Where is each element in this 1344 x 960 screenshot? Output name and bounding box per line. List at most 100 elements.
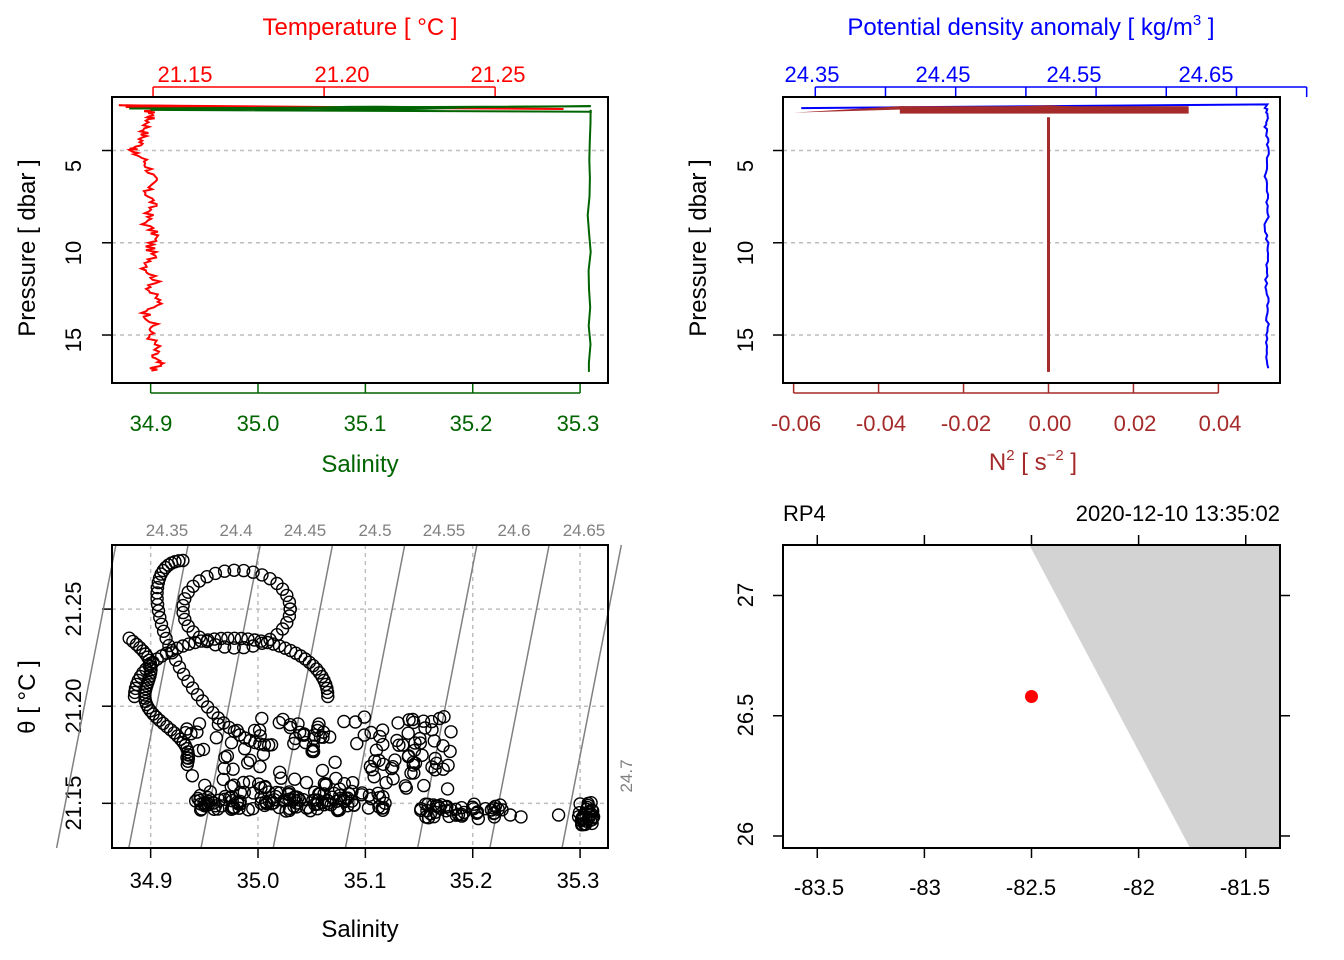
ts-point bbox=[227, 631, 242, 645]
ts-point bbox=[211, 717, 226, 731]
ts-point bbox=[201, 798, 216, 812]
ts-point bbox=[282, 609, 297, 623]
ts-point bbox=[417, 778, 431, 793]
ts-scatter-points bbox=[122, 553, 601, 832]
isopycnal-label: 24.7 bbox=[617, 759, 636, 792]
ts-point bbox=[170, 641, 184, 655]
density-tick-label: 24.45 bbox=[915, 62, 970, 87]
ts-point bbox=[315, 763, 330, 778]
ts-point bbox=[255, 711, 269, 726]
isopycnal-line bbox=[489, 544, 550, 849]
isopycnal-label: 24.65 bbox=[563, 521, 606, 540]
ts-salinity-tick-label: 35.1 bbox=[344, 868, 387, 893]
ts-point bbox=[192, 574, 207, 588]
ts-point bbox=[357, 728, 371, 742]
n2-tick-label: -0.06 bbox=[771, 411, 821, 436]
ts-point bbox=[247, 633, 262, 647]
ts-point bbox=[280, 588, 294, 603]
ts-profile-frame bbox=[111, 96, 609, 384]
ts-point bbox=[283, 602, 297, 616]
ts-point bbox=[478, 802, 493, 816]
pressure-tick-label: 10 bbox=[733, 241, 758, 265]
ts-point bbox=[444, 725, 458, 739]
ts-point bbox=[246, 786, 261, 800]
ts-point bbox=[218, 789, 232, 804]
ts-point bbox=[273, 765, 287, 779]
ts-salinity-tick-label: 34.9 bbox=[130, 868, 173, 893]
ts-point bbox=[299, 775, 314, 790]
n2-tick-label: 0.02 bbox=[1114, 411, 1157, 436]
ts-point bbox=[320, 685, 335, 700]
ts-point bbox=[465, 800, 480, 814]
isopycnal-line bbox=[344, 544, 406, 849]
longitude-tick-label: -83 bbox=[909, 875, 941, 900]
temperature-tick-label: 21.15 bbox=[157, 62, 212, 87]
ts-point bbox=[184, 727, 198, 741]
ts-point bbox=[305, 744, 319, 759]
ts-point bbox=[386, 772, 400, 786]
isopycnal-line bbox=[561, 544, 623, 849]
ts-point bbox=[317, 798, 331, 812]
ts-point bbox=[150, 597, 165, 612]
ts-point bbox=[315, 795, 329, 809]
ts-point bbox=[407, 766, 421, 780]
temperature-axis-title: Temperature [ °C ] bbox=[263, 14, 458, 41]
n2-axis-title-sup: 2 bbox=[1006, 447, 1014, 464]
salinity-series bbox=[129, 105, 592, 372]
ts-point bbox=[321, 689, 335, 704]
ts-point bbox=[181, 674, 195, 688]
density-tick-label: 24.55 bbox=[1046, 62, 1101, 87]
pressure-tick-label: 15 bbox=[733, 328, 758, 352]
longitude-tick-label: -82.5 bbox=[1006, 875, 1056, 900]
ts-point bbox=[260, 635, 275, 650]
ts-point bbox=[298, 735, 313, 750]
ts-point bbox=[176, 667, 191, 681]
ts-point bbox=[257, 738, 272, 752]
temperature-series bbox=[118, 104, 564, 372]
isopycnal-label: 24.45 bbox=[284, 521, 327, 540]
ts-point bbox=[241, 632, 255, 646]
ts-point bbox=[503, 808, 517, 822]
isopycnal-label: 24.55 bbox=[423, 521, 466, 540]
ts-point bbox=[327, 786, 341, 801]
ts-point bbox=[159, 631, 173, 646]
station-map-frame bbox=[782, 544, 1281, 849]
ts-diagram-frame bbox=[111, 544, 609, 849]
theta-axis-title: θ [ °C ] bbox=[14, 660, 41, 734]
ts-point bbox=[196, 742, 211, 757]
ts-point bbox=[317, 787, 331, 801]
temperature-tick-label: 21.25 bbox=[470, 62, 525, 87]
ts-point bbox=[384, 761, 399, 776]
ts-point bbox=[415, 748, 429, 762]
station-label: RP4 bbox=[783, 501, 826, 526]
ts-point bbox=[425, 714, 439, 729]
ts-point bbox=[443, 744, 457, 759]
ts-point bbox=[551, 808, 566, 822]
longitude-tick-label: -82 bbox=[1123, 875, 1155, 900]
ts-point bbox=[151, 575, 166, 590]
ts-point bbox=[402, 713, 416, 727]
ts-point bbox=[306, 739, 320, 753]
ts-point bbox=[200, 634, 214, 649]
ts-point bbox=[574, 814, 588, 828]
ts-point bbox=[264, 738, 279, 752]
salinity-tick-label: 35.0 bbox=[237, 411, 280, 436]
n2-tick-label: -0.02 bbox=[941, 411, 991, 436]
ts-point bbox=[340, 799, 355, 813]
isopycnal-label: 24.6 bbox=[497, 521, 530, 540]
n2-tick-label: 0.00 bbox=[1029, 411, 1072, 436]
ts-point bbox=[263, 572, 277, 586]
ts-point bbox=[255, 568, 269, 582]
ts-point bbox=[379, 776, 393, 790]
ts-point bbox=[247, 723, 262, 738]
ts-point bbox=[365, 763, 379, 777]
ts-point bbox=[329, 771, 343, 786]
ts-profile-panel: Temperature [ °C ] Salinity Pressure [ d… bbox=[14, 14, 599, 478]
temperature-tick-label: 21.20 bbox=[314, 62, 369, 87]
station-map-panel: RP4 2020-12-10 13:35:02 -83.5 -83 -82.5 … bbox=[733, 501, 1280, 900]
station-marker bbox=[1025, 690, 1038, 703]
isopycnal-label: 24.5 bbox=[358, 521, 391, 540]
ts-point bbox=[451, 807, 466, 822]
n2-surface-spike bbox=[793, 105, 1189, 113]
